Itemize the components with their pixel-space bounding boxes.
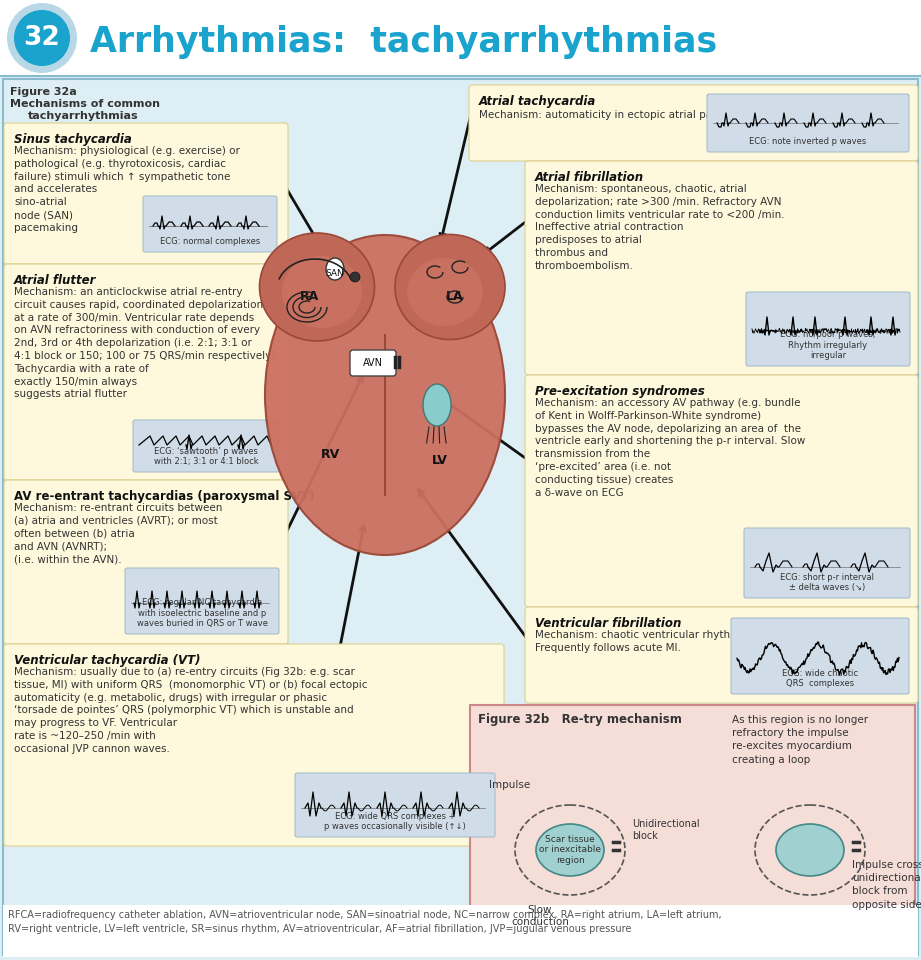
Text: Impulse crosses
unidirectional
block from
opposite side: Impulse crosses unidirectional block fro… — [852, 860, 921, 910]
Text: Scar tissue
or inexcitable
region: Scar tissue or inexcitable region — [539, 835, 601, 865]
FancyBboxPatch shape — [125, 568, 279, 634]
Text: tachyarrhythmias: tachyarrhythmias — [28, 111, 139, 121]
FancyBboxPatch shape — [143, 196, 277, 252]
Text: Ventricular fibrillation: Ventricular fibrillation — [535, 617, 682, 630]
Text: ECG: wide QRS complexes +
p waves occasionally visible (↑↓): ECG: wide QRS complexes + p waves occasi… — [324, 811, 466, 831]
Text: Unidirectional
block: Unidirectional block — [632, 819, 700, 841]
Text: SAN: SAN — [326, 269, 344, 277]
Text: Mechanism: physiological (e.g. exercise) or
pathological (e.g. thyrotoxicosis, c: Mechanism: physiological (e.g. exercise)… — [14, 146, 239, 232]
Text: RA: RA — [299, 291, 319, 303]
FancyBboxPatch shape — [707, 94, 909, 152]
Text: ECG: short p-r interval
± delta waves (↘): ECG: short p-r interval ± delta waves (↘… — [780, 572, 874, 592]
FancyBboxPatch shape — [746, 292, 910, 366]
Ellipse shape — [776, 824, 844, 876]
FancyBboxPatch shape — [4, 123, 288, 264]
FancyBboxPatch shape — [4, 644, 504, 846]
Text: Figure 32b   Re-try mechanism: Figure 32b Re-try mechanism — [478, 713, 682, 726]
Text: As this region is no longer
refractory the impulse
re-excites myocardium
creatin: As this region is no longer refractory t… — [732, 715, 869, 764]
FancyBboxPatch shape — [133, 420, 279, 472]
Text: 32: 32 — [24, 25, 61, 51]
Text: LA: LA — [446, 291, 464, 303]
Text: Pre-excitation syndromes: Pre-excitation syndromes — [535, 385, 705, 398]
Text: Mechanism: re-entrant circuits between
(a) atria and ventricles (AVRT); or most
: Mechanism: re-entrant circuits between (… — [14, 503, 222, 564]
Text: LV: LV — [432, 453, 448, 467]
Text: Atrial flutter: Atrial flutter — [14, 274, 97, 287]
FancyBboxPatch shape — [350, 350, 396, 376]
Text: Mechanisms of common: Mechanisms of common — [10, 99, 160, 109]
Text: Impulse: Impulse — [489, 780, 530, 790]
Ellipse shape — [407, 258, 483, 326]
Text: ECG: wide chaotic
QRS  complexes: ECG: wide chaotic QRS complexes — [782, 668, 858, 688]
Circle shape — [7, 3, 77, 73]
FancyBboxPatch shape — [4, 480, 288, 644]
Ellipse shape — [282, 256, 362, 328]
Text: Mechanism: spontaneous, chaotic, atrial
depolarization; rate >300 /min. Refracto: Mechanism: spontaneous, chaotic, atrial … — [535, 184, 785, 271]
FancyBboxPatch shape — [3, 79, 918, 955]
Text: Mechanism: usually due to (a) re-entry circuits (Fig 32b: e.g. scar
tissue, MI) : Mechanism: usually due to (a) re-entry c… — [14, 667, 367, 754]
Ellipse shape — [265, 235, 505, 555]
FancyBboxPatch shape — [525, 161, 918, 375]
FancyBboxPatch shape — [0, 0, 921, 76]
FancyBboxPatch shape — [4, 264, 288, 480]
Ellipse shape — [423, 384, 451, 426]
FancyBboxPatch shape — [295, 773, 495, 837]
FancyBboxPatch shape — [525, 607, 918, 703]
Text: RV: RV — [321, 448, 340, 462]
Text: AVN: AVN — [363, 358, 383, 368]
FancyBboxPatch shape — [525, 375, 918, 607]
Text: AV re-entrant tachycardias (paroxysmal SVT): AV re-entrant tachycardias (paroxysmal S… — [14, 490, 315, 503]
FancyBboxPatch shape — [469, 85, 918, 161]
FancyBboxPatch shape — [3, 905, 918, 957]
Text: Mechanism: chaotic ventricular rhythm.
Frequently follows acute MI.: Mechanism: chaotic ventricular rhythm. F… — [535, 630, 743, 653]
Text: Atrial tachycardia: Atrial tachycardia — [479, 95, 596, 108]
Ellipse shape — [260, 233, 375, 341]
FancyBboxPatch shape — [470, 705, 915, 933]
Text: ECG: ‘sawtooth’ p waves
with 2:1; 3:1 or 4:1 block: ECG: ‘sawtooth’ p waves with 2:1; 3:1 or… — [154, 446, 258, 466]
Circle shape — [14, 10, 70, 66]
Ellipse shape — [536, 824, 604, 876]
Text: ECG: regular NC tachycardia
with isoelectric baseline and p
waves buried in QRS : ECG: regular NC tachycardia with isoelec… — [136, 598, 267, 628]
Ellipse shape — [395, 234, 505, 340]
Text: Atrial fibrillation: Atrial fibrillation — [535, 171, 644, 184]
Text: Arrhythmias:  tachyarrhythmias: Arrhythmias: tachyarrhythmias — [90, 25, 717, 59]
Text: Sinus tachycardia: Sinus tachycardia — [14, 133, 132, 146]
Text: Mechanism: an accessory AV pathway (e.g. bundle
of Kent in Wolff-Parkinson-White: Mechanism: an accessory AV pathway (e.g.… — [535, 398, 805, 497]
Text: RFCA=radiofrequency catheter ablation, AVN=atrioventricular node, SAN=sinoatrial: RFCA=radiofrequency catheter ablation, A… — [8, 910, 722, 934]
Text: Mechanism: an anticlockwise atrial re-entry
circuit causes rapid, coordinated de: Mechanism: an anticlockwise atrial re-en… — [14, 287, 279, 399]
FancyBboxPatch shape — [744, 528, 910, 598]
Text: ECG: normal complexes: ECG: normal complexes — [160, 237, 260, 246]
Text: Ventricular tachycardia (VT): Ventricular tachycardia (VT) — [14, 654, 201, 667]
Text: Mechanism: automaticity in ectopic atrial pacemakers: Mechanism: automaticity in ectopic atria… — [479, 110, 763, 120]
Ellipse shape — [326, 258, 344, 280]
Text: ECG: no/poor p waves;
Rhythm irregularly
irregular: ECG: no/poor p waves; Rhythm irregularly… — [780, 330, 876, 360]
Text: ECG: note inverted p waves: ECG: note inverted p waves — [750, 137, 867, 146]
Circle shape — [350, 272, 360, 282]
Text: Figure 32a: Figure 32a — [10, 87, 76, 97]
Text: Slow
conduction: Slow conduction — [511, 905, 569, 926]
FancyBboxPatch shape — [731, 618, 909, 694]
